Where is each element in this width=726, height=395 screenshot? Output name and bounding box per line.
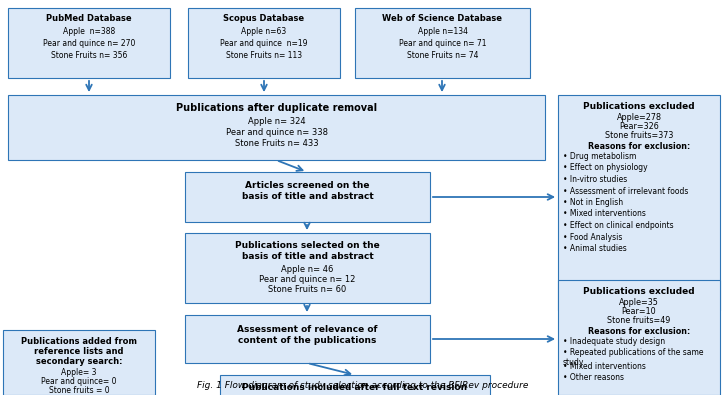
Text: Pear and quince n= 71: Pear and quince n= 71 [399,39,486,48]
Text: Stone Fruits n= 433: Stone Fruits n= 433 [234,139,318,148]
Text: Reasons for exclusion:: Reasons for exclusion: [588,327,690,336]
Text: Publications included after full text revision: Publications included after full text re… [242,383,468,392]
Text: Reasons for exclusion:: Reasons for exclusion: [588,142,690,151]
FancyBboxPatch shape [185,172,430,222]
Text: • Effect on clinical endpoints: • Effect on clinical endpoints [563,221,674,230]
Text: Apple  n=388: Apple n=388 [63,27,115,36]
Text: Pear=10: Pear=10 [621,307,656,316]
Text: Stone Fruits n= 60: Stone Fruits n= 60 [269,285,346,294]
Text: Apple n=63: Apple n=63 [241,27,287,36]
Text: Articles screened on the: Articles screened on the [245,181,370,190]
Text: Publications excluded: Publications excluded [583,102,695,111]
Text: • Assessment of irrelevant foods: • Assessment of irrelevant foods [563,186,688,196]
Text: content of the publications: content of the publications [238,336,377,345]
Text: Scopus Database: Scopus Database [224,14,305,23]
Text: • Inadequate study design: • Inadequate study design [563,337,665,346]
Text: • Effect on physiology: • Effect on physiology [563,164,648,173]
Text: Stone fruits = 0: Stone fruits = 0 [49,386,110,395]
Text: • Animal studies: • Animal studies [563,244,627,253]
Text: Apple n= 46: Apple n= 46 [281,265,334,274]
FancyBboxPatch shape [3,330,155,395]
Text: Stone fruits=373: Stone fruits=373 [605,131,673,140]
Text: Publications added from: Publications added from [21,337,137,346]
Text: Publications excluded: Publications excluded [583,287,695,296]
FancyBboxPatch shape [8,95,545,160]
Text: reference lists and: reference lists and [34,347,123,356]
Text: • In-vitro studies: • In-vitro studies [563,175,627,184]
Text: • Drug metabolism: • Drug metabolism [563,152,637,161]
Text: Pear and quince n= 12: Pear and quince n= 12 [259,275,356,284]
Text: Apple n= 324: Apple n= 324 [248,117,306,126]
Text: Stone Fruits n= 74: Stone Fruits n= 74 [407,51,478,60]
Text: PubMed Database: PubMed Database [46,14,132,23]
FancyBboxPatch shape [558,280,720,395]
Text: • Repeated publications of the same
study: • Repeated publications of the same stud… [563,348,703,367]
Text: • Not in English: • Not in English [563,198,623,207]
FancyBboxPatch shape [220,375,490,395]
Text: Apple n=134: Apple n=134 [417,27,468,36]
Text: Pear and quince= 0: Pear and quince= 0 [41,377,117,386]
FancyBboxPatch shape [558,95,720,310]
Text: secondary search:: secondary search: [36,357,122,366]
Text: Stone Fruits n= 113: Stone Fruits n= 113 [226,51,302,60]
Text: • Food Analysis: • Food Analysis [563,233,622,241]
FancyBboxPatch shape [188,8,340,78]
Text: basis of title and abstract: basis of title and abstract [242,252,373,261]
FancyBboxPatch shape [8,8,170,78]
Text: Pear and quince  n=19: Pear and quince n=19 [220,39,308,48]
Text: Apple=35: Apple=35 [619,298,659,307]
Text: Fig. 1 Flow diagram of study selection according to the BFIRev procedure: Fig. 1 Flow diagram of study selection a… [197,381,529,390]
Text: Pear and quince n= 270: Pear and quince n= 270 [43,39,135,48]
Text: Stone fruits=49: Stone fruits=49 [608,316,671,325]
Text: Publications after duplicate removal: Publications after duplicate removal [176,103,377,113]
FancyBboxPatch shape [185,233,430,303]
Text: Web of Science Database: Web of Science Database [383,14,502,23]
Text: basis of title and abstract: basis of title and abstract [242,192,373,201]
Text: Assessment of relevance of: Assessment of relevance of [237,325,378,334]
FancyBboxPatch shape [355,8,530,78]
Text: Apple= 3: Apple= 3 [61,368,97,377]
Text: Publications selected on the: Publications selected on the [235,241,380,250]
Text: Pear=326: Pear=326 [619,122,659,131]
Text: • Mixed interventions: • Mixed interventions [563,209,646,218]
Text: Stone Fruits n= 356: Stone Fruits n= 356 [51,51,127,60]
Text: • Mixed interventions: • Mixed interventions [563,362,646,371]
Text: Apple=278: Apple=278 [616,113,661,122]
FancyBboxPatch shape [185,315,430,363]
Text: Pear and quince n= 338: Pear and quince n= 338 [226,128,327,137]
Text: • Other reasons: • Other reasons [563,373,624,382]
